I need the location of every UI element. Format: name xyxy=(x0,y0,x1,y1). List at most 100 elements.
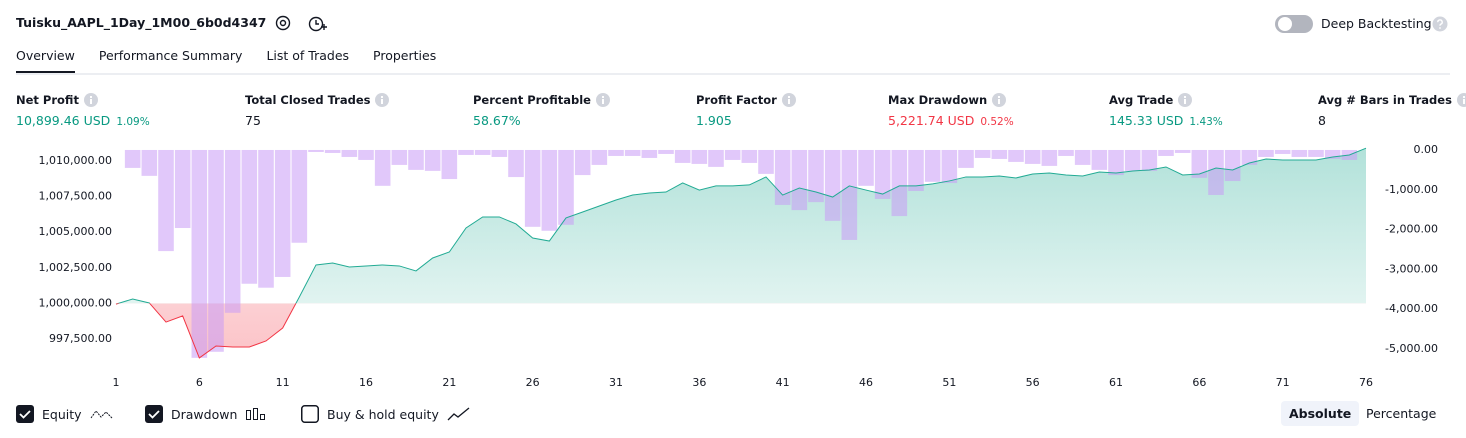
info-icon[interactable] xyxy=(83,93,98,107)
info-icon[interactable] xyxy=(992,93,1007,107)
metric-label: Avg # Bars in Trades xyxy=(1318,93,1466,107)
equity-toggle[interactable]: Equity xyxy=(16,405,114,423)
drawdown-bar xyxy=(1258,149,1274,157)
y-tick-label: 1,007,500.00 xyxy=(39,190,112,203)
x-tick-label: 51 xyxy=(942,376,956,389)
drawdown-bar xyxy=(474,149,491,155)
metric-label: Percent Profitable xyxy=(473,93,610,107)
metric: Total Closed Trades 75 xyxy=(245,93,390,128)
metric-label-text: Percent Profitable xyxy=(473,93,591,107)
mode-button[interactable]: Absolute xyxy=(1281,401,1360,426)
info-glyph xyxy=(381,99,384,104)
x-tick-label: 6 xyxy=(196,376,203,389)
legend-label: Drawdown xyxy=(171,406,238,422)
info-glyph xyxy=(89,99,92,104)
drawdown-bar xyxy=(1141,149,1158,171)
drawdown-bar xyxy=(124,149,141,168)
drawdown-bar xyxy=(291,149,308,243)
tab[interactable]: Properties xyxy=(373,48,437,63)
x-tick-label: 76 xyxy=(1359,376,1373,389)
drawdown-bar xyxy=(208,149,224,352)
drawdown-bar xyxy=(374,149,391,186)
drawdown-bar xyxy=(241,149,258,284)
drawdown-bar xyxy=(324,149,341,153)
metric: Max Drawdown 5,221.74 USD 0.52% xyxy=(888,93,1014,128)
checkbox xyxy=(16,405,34,423)
drawdown-bar xyxy=(958,149,974,168)
legend-icon xyxy=(90,410,112,419)
drawdown-bar xyxy=(441,149,458,180)
divider xyxy=(16,73,1450,75)
y-tick-label: 1,010,000.00 xyxy=(39,154,112,167)
drawdown-bar xyxy=(1324,149,1341,159)
drawdown-bar xyxy=(1158,149,1174,156)
mode-button[interactable]: Percentage xyxy=(1366,406,1437,421)
drawdown-bar xyxy=(341,149,358,157)
info-icon[interactable] xyxy=(375,93,390,107)
info-dot xyxy=(89,96,92,98)
info-icon[interactable] xyxy=(1178,93,1193,107)
drawdown-bar xyxy=(458,149,474,155)
drawdown-bar xyxy=(274,149,291,277)
drawdown-toggle[interactable]: Drawdown xyxy=(145,405,267,423)
strategy-title: Tuisku_AAPL_1Day_1M00_6b0d4347 xyxy=(16,15,267,30)
tab[interactable]: Performance Summary xyxy=(98,48,243,63)
metric-value: 10,899.46 USD 1.09% xyxy=(16,113,150,128)
drawdown-bar xyxy=(974,149,991,158)
x-tick-label: 41 xyxy=(776,376,790,389)
x-tick-label: 21 xyxy=(442,376,456,389)
drawdown-bar xyxy=(558,149,574,225)
drawdown-bar xyxy=(791,149,808,211)
metric-label: Total Closed Trades xyxy=(245,93,390,107)
drawdown-bar xyxy=(174,149,191,229)
metric-value: 1.905 xyxy=(696,113,796,128)
metric-label-text: Avg Trade xyxy=(1109,93,1174,107)
x-tick-label: 61 xyxy=(1109,376,1123,389)
drawdown-bar xyxy=(158,149,174,252)
drawdown-bar xyxy=(941,149,958,184)
drawdown-bar xyxy=(1274,149,1291,154)
metric-value-text: 145.33 USD xyxy=(1109,113,1184,128)
y2-tick-label: -4,000.00 xyxy=(1385,302,1438,315)
drawdown-bar xyxy=(708,149,724,167)
metric-value: 8 xyxy=(1318,113,1466,128)
tab[interactable]: Overview xyxy=(16,48,75,74)
chart: 997,500.00 1,000,000.00 1,002,500.00 1,005,… xyxy=(39,143,1439,389)
y2-tick-label: 0.00 xyxy=(1414,143,1439,156)
drawdown-bar xyxy=(358,149,374,160)
checkbox xyxy=(301,405,319,423)
drawdown-bar xyxy=(874,149,891,199)
metric-label-text: Net Profit xyxy=(16,93,79,107)
deep-backtesting-toggle[interactable] xyxy=(1275,14,1315,34)
header-icons xyxy=(275,15,327,32)
info-icon[interactable] xyxy=(781,93,796,107)
drawdown-bar xyxy=(1124,149,1141,171)
drawdown-bar xyxy=(758,149,774,174)
drawdown-bar xyxy=(1308,149,1324,157)
drawdown-bar xyxy=(508,149,524,178)
drawdown-bar xyxy=(1291,149,1308,157)
metric-value-text: 75 xyxy=(245,113,261,128)
drawdown-bar xyxy=(641,149,658,158)
drawdown-bar xyxy=(924,149,941,182)
x-tick-label: 56 xyxy=(1026,376,1040,389)
drawdown-bar xyxy=(724,149,741,160)
y-tick-label: 1,002,500.00 xyxy=(39,261,112,274)
drawdown-bar xyxy=(591,149,608,165)
info-icon[interactable] xyxy=(1456,93,1466,107)
legend-icon xyxy=(447,407,470,421)
drawdown-bar xyxy=(524,149,541,227)
drawdown-bar xyxy=(574,149,591,176)
help-icon[interactable] xyxy=(1432,16,1448,32)
info-icon[interactable] xyxy=(595,93,610,107)
tab[interactable]: List of Trades xyxy=(266,48,350,63)
info-glyph xyxy=(998,99,1001,104)
drawdown-bar xyxy=(258,149,274,288)
drawdown-bar xyxy=(891,149,908,217)
drawdown-bar xyxy=(1224,149,1241,182)
x-tick-label: 16 xyxy=(359,376,373,389)
drawdown-bar xyxy=(991,149,1008,159)
buy-hold-toggle[interactable]: Buy & hold equity xyxy=(301,405,471,423)
drawdown-bar xyxy=(841,149,858,240)
